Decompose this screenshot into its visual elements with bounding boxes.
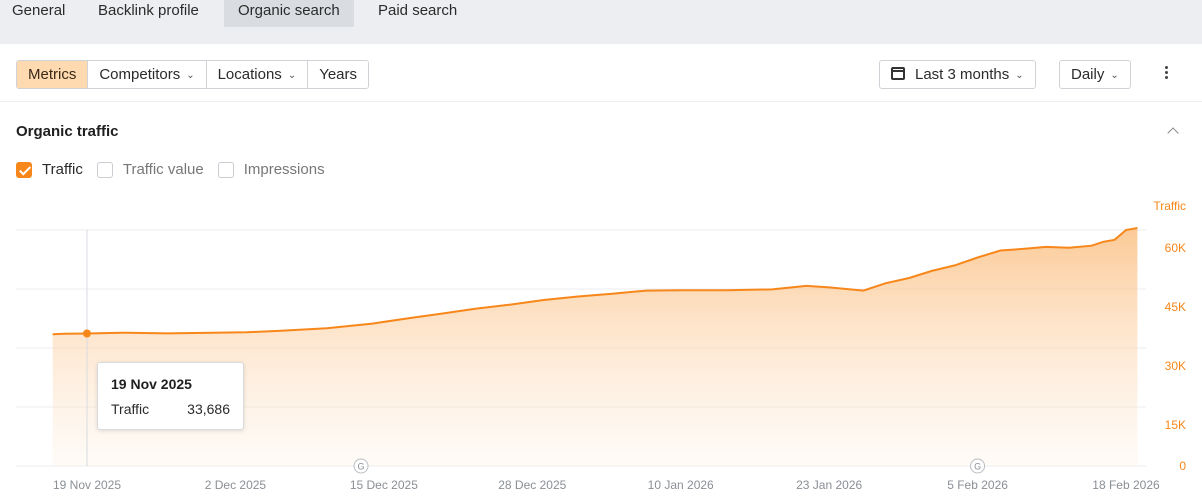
x-tick-label: 15 Dec 2025 — [350, 478, 418, 492]
chevron-down-icon: ⌄ — [1110, 70, 1119, 81]
y-axis-title: Traffic — [1153, 199, 1186, 213]
tooltip-metric-label: Traffic — [111, 401, 150, 417]
chevron-down-icon: ⌄ — [186, 70, 195, 81]
x-tick-label: 10 Jan 2026 — [648, 478, 714, 492]
organic-traffic-chart[interactable]: 0 15K 30K 45K 60K 19 Nov 2025 2 Dec 2025 15 De… — [0, 195, 1202, 500]
tab-backlink-profile[interactable]: Backlink profile — [98, 2, 199, 19]
y-tick-label: 15K — [1165, 418, 1186, 432]
date-range-dropdown[interactable]: Last 3 months ⌄ — [879, 60, 1036, 89]
x-tick-label: 2 Dec 2025 — [205, 478, 267, 492]
hover-point — [83, 329, 91, 338]
chevron-up-icon[interactable] — [1166, 124, 1180, 138]
view-segment-control: Metrics Competitors ⌄ Locations ⌄ Years — [16, 60, 370, 89]
chevron-down-icon: ⌄ — [287, 70, 297, 81]
tooltip-date: 19 Nov 2025 — [111, 376, 192, 392]
checkbox-unchecked-icon — [96, 161, 113, 178]
locations-dropdown[interactable]: Locations ⌄ — [206, 61, 309, 88]
competitors-label: Competitors — [99, 66, 181, 83]
tab-general[interactable]: General — [12, 2, 66, 19]
years-button[interactable]: Years — [308, 61, 369, 88]
traffic-checkbox-label: Traffic — [42, 161, 83, 178]
y-tick-label: 45K — [1165, 300, 1186, 314]
x-tick-label: 19 Nov 2025 — [53, 478, 121, 492]
traffic-area — [52, 228, 1138, 466]
google-update-marker[interactable]: G — [353, 458, 369, 474]
years-label: Years — [319, 66, 358, 83]
report-tabs: General Backlink profile Organic search … — [0, 0, 1202, 44]
y-tick-label: 60K — [1165, 241, 1186, 255]
metric-toggles: Traffic Traffic value Impressions — [16, 161, 339, 178]
google-update-marker[interactable]: G — [970, 458, 986, 474]
impressions-checkbox-label: Impressions — [243, 161, 325, 178]
date-range-label: Last 3 months — [915, 66, 1010, 83]
metrics-button[interactable]: Metrics — [17, 61, 89, 88]
competitors-dropdown[interactable]: Competitors ⌄ — [88, 61, 207, 88]
traffic-value-checkbox[interactable]: Traffic value — [96, 161, 204, 178]
x-tick-label: 18 Feb 2026 — [1092, 478, 1160, 492]
x-tick-label: 28 Dec 2025 — [498, 478, 566, 492]
checkbox-checked-icon — [16, 161, 32, 178]
traffic-value-checkbox-label: Traffic value — [122, 161, 204, 178]
metrics-label: Metrics — [28, 66, 77, 83]
tab-paid-search[interactable]: Paid search — [378, 2, 458, 19]
toolbar: Metrics Competitors ⌄ Locations ⌄ Years La… — [0, 44, 1202, 102]
traffic-line — [52, 227, 1138, 336]
svg-text:G: G — [974, 462, 981, 472]
chevron-down-icon: ⌄ — [1015, 70, 1024, 81]
granularity-label: Daily — [1071, 66, 1105, 83]
locations-label: Locations — [217, 66, 282, 83]
traffic-checkbox[interactable]: Traffic — [16, 161, 83, 178]
tab-organic-search[interactable]: Organic search — [224, 0, 354, 27]
x-tick-label: 23 Jan 2026 — [796, 478, 862, 492]
more-options-icon[interactable] — [1162, 64, 1170, 84]
calendar-icon — [891, 67, 905, 80]
svg-text:G: G — [358, 462, 365, 472]
tooltip-metric-value: 33,686 — [187, 401, 230, 417]
impressions-checkbox[interactable]: Impressions — [217, 161, 325, 178]
y-axis-ticks: 0 15K 30K 45K 60K — [1165, 241, 1187, 473]
x-axis-ticks: 19 Nov 2025 2 Dec 2025 15 Dec 2025 28 Dec 2… — [53, 478, 1160, 492]
x-tick-label: 5 Feb 2026 — [947, 478, 1008, 492]
granularity-dropdown[interactable]: Daily ⌄ — [1059, 60, 1131, 89]
checkbox-unchecked-icon — [217, 161, 234, 178]
card-title: Organic traffic — [16, 123, 119, 140]
chart-tooltip: 19 Nov 2025 Traffic 33,686 — [97, 362, 244, 430]
y-tick-label: 0 — [1179, 459, 1186, 473]
y-tick-label: 30K — [1165, 359, 1186, 373]
